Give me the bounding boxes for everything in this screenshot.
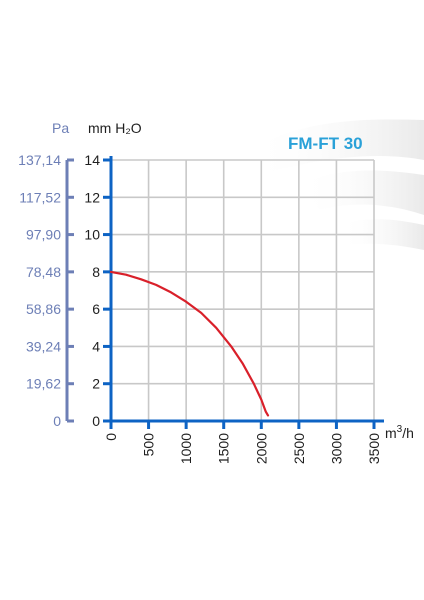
x-axis-label: m3/h (385, 424, 414, 441)
pa-axis: 0 19,62 39,24 58,86 78,48 97,90 117,52 137,14 (18, 152, 74, 429)
secondary-tick-label: 0 (53, 413, 61, 429)
x-tick-label: 2000 (253, 433, 269, 464)
x-tick-label: 1000 (178, 433, 194, 464)
y-tick-label: 2 (92, 376, 100, 392)
secondary-tick-label: 97,90 (26, 227, 61, 243)
secondary-tick-label: 117,52 (19, 189, 61, 205)
x-tick-label: 1500 (216, 433, 232, 464)
axes (109, 156, 384, 423)
x-tick-label: 500 (141, 433, 157, 457)
x-tick-label: 0 (103, 433, 119, 441)
labels: Pa mm H₂O FM-FT 30 m3/h (52, 120, 414, 441)
series-line (109, 270, 270, 417)
secondary-tick-label: 137,14 (18, 152, 61, 168)
ticks: 0 2 4 6 8 10 12 14 0 500 1000 1500 2000 2500 3000 3500 (84, 152, 382, 464)
y-tick-label: 0 (92, 413, 100, 429)
y-tick-label: 4 (92, 338, 100, 354)
y-tick-label: 12 (84, 189, 100, 205)
x-tick-label: 3000 (328, 433, 344, 464)
chart-title: FM-FT 30 (288, 134, 363, 153)
series (109, 270, 270, 417)
x-tick-label: 3500 (366, 433, 382, 464)
secondary-axis-label: Pa (52, 120, 69, 136)
secondary-tick-label: 19,62 (26, 376, 61, 392)
secondary-tick-label: 39,24 (26, 338, 61, 354)
secondary-tick-label: 78,48 (26, 264, 61, 280)
x-tick-label: 2500 (291, 433, 307, 464)
secondary-tick-label: 58,86 (26, 301, 61, 317)
y-axis-label: mm H₂O (88, 120, 142, 136)
fan-watermark (250, 119, 424, 250)
y-tick-label: 14 (84, 152, 100, 168)
y-tick-label: 6 (92, 301, 100, 317)
y-tick-label: 8 (92, 264, 100, 280)
grid (111, 159, 375, 421)
y-tick-label: 10 (84, 227, 100, 243)
